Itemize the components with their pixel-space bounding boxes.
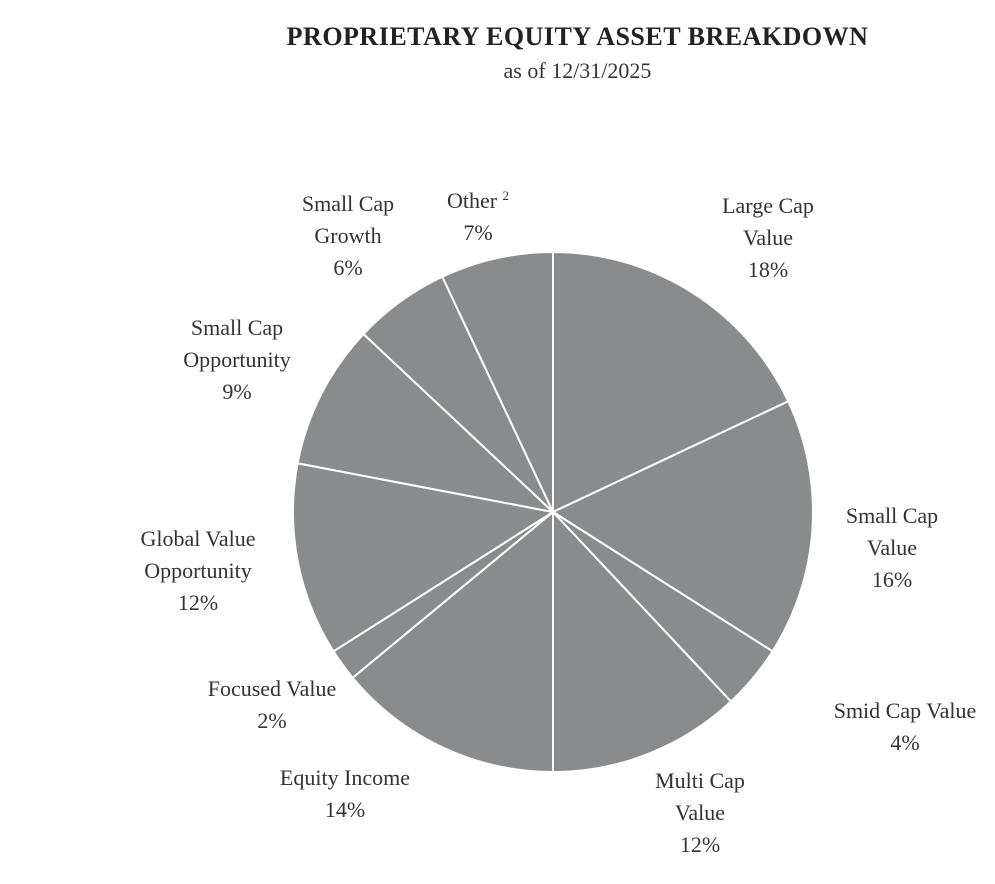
chart-title: PROPRIETARY EQUITY ASSET BREAKDOWN <box>286 22 869 51</box>
pie-slice <box>552 250 790 514</box>
pie-slice <box>351 509 554 774</box>
category-label: Other 2 <box>446 188 510 213</box>
slice-label: Multi Cap Value 12% <box>635 765 765 861</box>
category-label: Small Cap Opportunity <box>183 315 291 372</box>
category-label: Global Value Opportunity <box>140 526 256 583</box>
slice-label: Smid Cap Value 4% <box>800 695 995 759</box>
value-label: 14% <box>324 797 366 822</box>
value-label: 4% <box>890 730 920 755</box>
pie-slice <box>440 250 554 513</box>
value-label: 12% <box>679 832 721 857</box>
pie-slice <box>292 462 556 653</box>
value-label: 12% <box>177 590 219 615</box>
footnote-mark: 2 <box>502 188 510 203</box>
slice-label: Equity Income 14% <box>245 762 445 826</box>
category-label: Smid Cap Value <box>833 698 977 723</box>
category-label: Focused Value <box>207 676 337 701</box>
value-label: 18% <box>747 257 789 282</box>
category-label: Multi Cap Value <box>655 768 745 825</box>
slice-label: Small Cap Growth 6% <box>288 188 408 284</box>
pie-slice <box>296 332 557 514</box>
slice-label: Focused Value 2% <box>172 673 372 737</box>
value-label: 2% <box>257 708 287 733</box>
slice-label: Large Cap Value 18% <box>703 190 833 286</box>
slice-label: Global Value Opportunity 12% <box>113 523 283 619</box>
pie-slice <box>550 399 814 653</box>
category-label: Equity Income <box>279 765 411 790</box>
pie-slice <box>552 509 733 774</box>
slice-label: Small Cap Value 16% <box>827 500 957 596</box>
slice-label: Other 2 7% <box>423 185 533 249</box>
category-label: Large Cap Value <box>722 193 814 250</box>
value-label: 9% <box>222 379 252 404</box>
category-label: Small Cap Growth <box>301 191 395 248</box>
value-label: 16% <box>871 567 913 592</box>
chart-subtitle: as of 12/31/2025 <box>503 58 652 83</box>
value-label: 7% <box>463 220 493 245</box>
slice-label: Small Cap Opportunity 9% <box>167 312 307 408</box>
value-label: 6% <box>333 255 363 280</box>
category-label: Small Cap Value <box>845 503 939 560</box>
